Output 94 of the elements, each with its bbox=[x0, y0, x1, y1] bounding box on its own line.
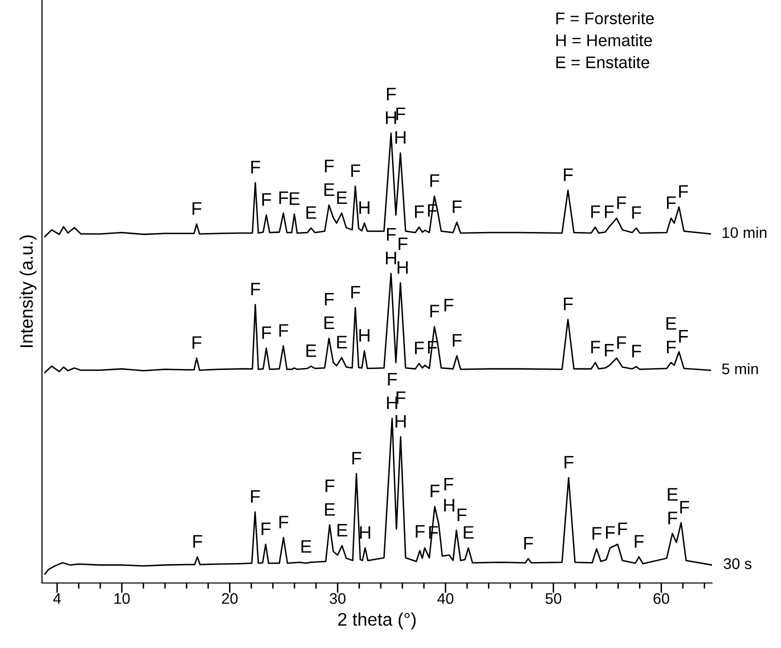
annotation: F bbox=[430, 174, 440, 187]
annotation: E bbox=[337, 192, 347, 204]
annotation: F bbox=[351, 286, 360, 298]
annotation: H bbox=[395, 131, 406, 144]
annotation: F bbox=[386, 228, 396, 241]
annotation: F bbox=[398, 238, 408, 250]
annotation: F bbox=[415, 205, 424, 218]
annotation: E bbox=[325, 503, 335, 516]
text: E = Enstatite bbox=[556, 56, 650, 68]
annotation: F bbox=[351, 164, 360, 177]
annotation: E bbox=[668, 488, 678, 501]
text: F = Forsterite bbox=[556, 12, 654, 24]
series-label: 30 s bbox=[724, 558, 752, 570]
annotation: F bbox=[386, 88, 396, 100]
annotation: F bbox=[666, 340, 676, 354]
annotation: F bbox=[592, 527, 602, 540]
x-tick-label: 10 bbox=[114, 593, 130, 604]
annotation: F bbox=[262, 193, 272, 206]
annotation: F bbox=[591, 205, 600, 218]
x-tick-label: 30 bbox=[330, 593, 346, 604]
annotation: F bbox=[666, 196, 676, 209]
annotation: F bbox=[279, 192, 288, 204]
annotation: F bbox=[352, 452, 362, 464]
x-tick-label: 20 bbox=[222, 593, 238, 604]
annotation: F bbox=[668, 512, 678, 524]
annotation: F bbox=[396, 108, 406, 120]
annotation: F bbox=[632, 344, 642, 358]
annotation: F bbox=[430, 304, 440, 318]
annotation: F bbox=[324, 292, 334, 306]
annotation: F bbox=[279, 516, 288, 528]
annotation: F bbox=[192, 336, 202, 349]
annotation: F bbox=[262, 522, 270, 536]
annotation: E bbox=[306, 206, 316, 219]
annotation: F bbox=[324, 160, 334, 172]
annotation: H bbox=[360, 526, 370, 539]
annotation: F bbox=[618, 522, 628, 536]
annotation: H bbox=[359, 329, 370, 342]
x-tick-label: 4 bbox=[53, 593, 61, 604]
annotation: H bbox=[387, 396, 398, 410]
annotation: F bbox=[415, 342, 424, 354]
annotation: F bbox=[680, 500, 690, 514]
annotation: F bbox=[430, 484, 440, 498]
annotation: E bbox=[464, 526, 474, 539]
annotation: F bbox=[524, 536, 534, 550]
annotation: F bbox=[452, 200, 462, 213]
annotation: F bbox=[251, 490, 260, 503]
annotation: F bbox=[192, 202, 202, 215]
annotation: F bbox=[251, 160, 260, 174]
annotation: E bbox=[337, 336, 347, 348]
x-tick-label: 40 bbox=[437, 593, 454, 604]
y-axis-title: Intensity (a.u.) bbox=[20, 235, 36, 348]
annotation: F bbox=[617, 196, 626, 209]
annotation: F bbox=[326, 480, 334, 492]
annotation: H bbox=[444, 499, 454, 512]
annotation: E bbox=[324, 183, 334, 196]
annotation: H bbox=[396, 415, 406, 428]
annotation: E bbox=[306, 344, 316, 357]
annotation: E bbox=[301, 540, 312, 553]
annotation: F bbox=[632, 206, 642, 219]
annotation: E bbox=[338, 524, 348, 536]
annotation: E bbox=[666, 317, 676, 330]
annotation: F bbox=[193, 535, 202, 548]
series-label: 5 min bbox=[722, 363, 758, 374]
series-label: 10 min bbox=[722, 226, 766, 238]
annotation: F bbox=[388, 373, 397, 386]
annotation: E bbox=[324, 316, 334, 329]
annotation: F bbox=[634, 535, 644, 548]
annotation: E bbox=[290, 192, 300, 205]
annotation: F bbox=[606, 526, 615, 539]
annotation: F bbox=[604, 205, 614, 218]
annotation: F bbox=[591, 340, 600, 354]
annotation: F bbox=[416, 525, 425, 538]
annotation: F bbox=[564, 298, 573, 310]
annotation: F bbox=[262, 326, 272, 339]
annotation: F bbox=[617, 336, 626, 349]
text: H = Hematite bbox=[556, 34, 652, 46]
annotation: F bbox=[251, 282, 260, 296]
annotation: H bbox=[359, 201, 370, 214]
annotation: F bbox=[452, 334, 462, 347]
annotation: H bbox=[386, 111, 396, 124]
annotation: F bbox=[604, 344, 614, 356]
annotation: F bbox=[679, 185, 688, 198]
x-axis-title: 2 theta (°) bbox=[338, 612, 416, 630]
annotation: F bbox=[458, 508, 466, 522]
x-tick-label: 50 bbox=[546, 593, 562, 604]
annotation: F bbox=[444, 298, 454, 312]
annotation: F bbox=[564, 456, 574, 468]
annotation: H bbox=[386, 252, 396, 264]
x-tick-label: 60 bbox=[654, 593, 670, 604]
annotation: F bbox=[679, 330, 688, 342]
annotation: F bbox=[444, 478, 454, 490]
annotation: H bbox=[398, 261, 408, 274]
annotation: F bbox=[279, 324, 288, 337]
annotation: F bbox=[564, 168, 573, 181]
